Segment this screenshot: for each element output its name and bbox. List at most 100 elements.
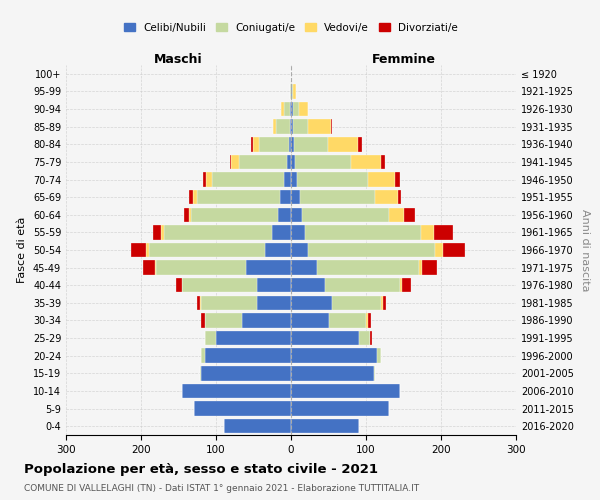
Bar xyxy=(291,84,292,98)
Bar xyxy=(381,154,385,169)
Bar xyxy=(189,190,193,204)
Bar xyxy=(193,190,197,204)
Y-axis label: Anni di nascita: Anni di nascita xyxy=(580,209,590,291)
Bar xyxy=(389,208,404,222)
Bar xyxy=(201,296,257,310)
Bar xyxy=(291,331,359,345)
Bar xyxy=(131,243,146,257)
Bar xyxy=(216,331,291,345)
Bar xyxy=(277,208,291,222)
Bar xyxy=(434,225,453,240)
Text: COMUNE DI VALLELAGHI (TN) - Dati ISTAT 1° gennaio 2021 - Elaborazione TUTTITALIA: COMUNE DI VALLELAGHI (TN) - Dati ISTAT 1… xyxy=(24,484,419,493)
Bar xyxy=(308,243,435,257)
Bar xyxy=(400,278,402,292)
Bar xyxy=(291,243,308,257)
Bar xyxy=(381,296,383,310)
Bar xyxy=(205,314,242,328)
Bar xyxy=(201,314,205,328)
Y-axis label: Fasce di età: Fasce di età xyxy=(17,217,27,283)
Bar xyxy=(246,260,291,275)
Bar xyxy=(293,84,296,98)
Bar xyxy=(197,296,200,310)
Bar xyxy=(284,102,290,117)
Bar xyxy=(291,225,305,240)
Bar xyxy=(290,120,291,134)
Bar xyxy=(305,225,421,240)
Bar xyxy=(184,208,189,222)
Bar xyxy=(359,331,370,345)
Bar xyxy=(291,208,302,222)
Bar xyxy=(223,419,291,434)
Bar xyxy=(153,225,161,240)
Bar xyxy=(257,278,291,292)
Bar xyxy=(191,208,277,222)
Bar xyxy=(375,190,398,204)
Bar xyxy=(281,102,284,117)
Bar xyxy=(182,384,291,398)
Bar xyxy=(290,84,291,98)
Bar xyxy=(402,278,411,292)
Bar xyxy=(291,102,293,117)
Bar xyxy=(201,348,205,363)
Bar xyxy=(419,260,422,275)
Bar xyxy=(297,172,368,186)
Bar xyxy=(291,366,373,380)
Bar xyxy=(331,120,332,134)
Bar xyxy=(325,278,400,292)
Bar xyxy=(293,102,299,117)
Bar xyxy=(161,225,163,240)
Bar xyxy=(293,120,308,134)
Bar xyxy=(182,278,257,292)
Bar xyxy=(291,154,295,169)
Bar xyxy=(239,154,287,169)
Bar xyxy=(443,243,465,257)
Text: Maschi: Maschi xyxy=(154,53,203,66)
Bar xyxy=(291,190,300,204)
Bar xyxy=(291,137,294,152)
Bar xyxy=(295,154,351,169)
Bar xyxy=(300,190,375,204)
Bar xyxy=(422,260,437,275)
Text: Popolazione per età, sesso e stato civile - 2021: Popolazione per età, sesso e stato civil… xyxy=(24,462,378,475)
Bar xyxy=(284,172,291,186)
Text: Femmine: Femmine xyxy=(371,53,436,66)
Bar xyxy=(299,102,308,117)
Bar xyxy=(377,348,381,363)
Bar xyxy=(291,120,293,134)
Bar xyxy=(290,102,291,117)
Bar xyxy=(421,225,434,240)
Bar xyxy=(308,120,331,134)
Bar xyxy=(280,190,291,204)
Bar xyxy=(193,402,291,416)
Bar xyxy=(149,243,265,257)
Legend: Celibi/Nubili, Coniugati/e, Vedovi/e, Divorziati/e: Celibi/Nubili, Coniugati/e, Vedovi/e, Di… xyxy=(120,18,462,36)
Bar xyxy=(229,154,231,169)
Bar xyxy=(146,243,149,257)
Bar xyxy=(291,419,359,434)
Bar xyxy=(276,120,290,134)
Bar xyxy=(265,243,291,257)
Bar xyxy=(272,225,291,240)
Bar xyxy=(332,296,381,310)
Bar xyxy=(206,172,212,186)
Bar xyxy=(156,260,246,275)
Bar xyxy=(251,137,253,152)
Bar xyxy=(366,314,367,328)
Bar xyxy=(273,120,276,134)
Bar xyxy=(291,172,297,186)
Bar xyxy=(259,137,289,152)
Bar xyxy=(370,331,372,345)
Bar xyxy=(302,208,389,222)
Bar xyxy=(200,296,201,310)
Bar xyxy=(189,208,191,222)
Bar xyxy=(291,278,325,292)
Bar xyxy=(292,84,293,98)
Bar xyxy=(291,402,389,416)
Bar xyxy=(395,172,400,186)
Bar xyxy=(203,172,206,186)
Bar xyxy=(242,314,291,328)
Bar xyxy=(368,172,395,186)
Bar xyxy=(201,366,291,380)
Bar xyxy=(199,366,201,380)
Bar xyxy=(287,154,291,169)
